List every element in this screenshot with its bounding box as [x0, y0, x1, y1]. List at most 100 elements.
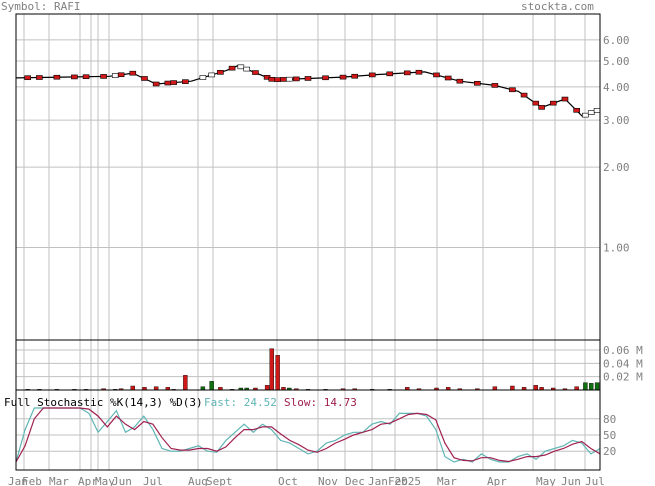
price-candle-32	[386, 71, 394, 77]
price-candle-5	[100, 74, 107, 79]
price-tick-label-5: 1.00	[603, 241, 630, 254]
symbol-label: Symbol: RAFI	[1, 0, 81, 13]
price-candle-17	[228, 65, 236, 71]
price-panel-frame	[15, 13, 601, 341]
price-candle-26	[293, 76, 300, 82]
price-candle-0	[24, 75, 31, 81]
price-candle-40	[509, 87, 516, 93]
price-candle-39	[491, 83, 499, 88]
price-candle-4	[82, 74, 90, 80]
price-candle-44	[549, 100, 557, 106]
price-candle-47	[582, 112, 589, 118]
x-tick-label-12: Jan 2025	[368, 475, 421, 486]
price-candle-49	[593, 108, 601, 113]
price-candle-29	[339, 74, 347, 80]
stochastic-lines	[15, 407, 601, 463]
price-candle-25	[286, 76, 293, 82]
x-tick-label-1: Feb	[22, 475, 42, 486]
volume-bar-8	[130, 385, 136, 391]
stoch-fast-label: Fast: 24.52	[204, 396, 277, 409]
x-tick-label-13: Feb	[388, 475, 408, 486]
price-candle-15	[208, 72, 215, 78]
volume-bar-21	[264, 385, 270, 391]
price-candle-27	[304, 76, 312, 81]
axis-labels: 6.00 5.00 4.00 3.00 2.00 1.00 0.06 M0.04 M0.02…	[4, 34, 643, 486]
volume-panel-frame	[15, 339, 601, 391]
price-tick-label-1: 5.00	[603, 55, 630, 68]
price-candle-22	[268, 77, 276, 82]
price-candle-45	[561, 96, 569, 102]
price-candle-13	[182, 79, 189, 84]
x-tick-label-17: Jun	[561, 475, 581, 486]
volume-bar-48	[589, 383, 594, 391]
stoch-tick-label-2: 20	[603, 445, 616, 458]
stoch-slow-line	[15, 407, 601, 463]
volume-bar-47	[583, 382, 588, 391]
x-tick-label-7: Aug	[188, 475, 208, 486]
stoch-tick-label-0: 80	[603, 413, 616, 426]
stoch-title: Full Stochastic %K(14,3) %D(3)	[4, 396, 203, 409]
price-candle-19	[243, 66, 250, 72]
price-candle-6	[111, 73, 119, 78]
price-candle-14	[199, 75, 207, 80]
price-candle-7	[117, 72, 125, 78]
price-candle-41	[520, 92, 528, 98]
x-tick-label-8: Sept	[206, 475, 233, 486]
price-candle-37	[456, 78, 464, 84]
x-tick-label-16: May	[536, 475, 556, 486]
price-candle-42	[532, 100, 540, 106]
price-candle-23	[274, 77, 281, 82]
price-candle-9	[141, 76, 148, 81]
stoch-fast-line	[15, 407, 601, 463]
x-tick-label-9: Oct	[278, 475, 298, 486]
x-tick-label-4: May	[95, 475, 115, 486]
panel-frames	[15, 13, 601, 471]
price-candle-8	[129, 70, 137, 76]
price-candle-38	[474, 80, 481, 86]
price-candle-46	[573, 108, 580, 113]
price-candle-20	[252, 70, 259, 75]
price-series	[15, 64, 601, 118]
grid	[15, 14, 601, 470]
price-candle-12	[170, 80, 177, 85]
price-candle-10	[152, 81, 160, 87]
stoch-slow-label: Slow: 14.73	[284, 396, 357, 409]
x-tick-label-5: Jun	[112, 475, 132, 486]
stoch-panel-frame	[15, 389, 601, 471]
volume-bar-13	[183, 375, 188, 391]
price-candle-3	[71, 74, 78, 80]
price-candle-28	[322, 75, 329, 81]
price-candle-36	[444, 75, 452, 81]
volume-bars	[25, 348, 600, 391]
price-tick-label-2: 4.00	[603, 81, 630, 94]
volume-bar-42	[533, 385, 538, 391]
price-tick-label-4: 2.00	[603, 161, 630, 174]
site-label: stockta.com	[521, 0, 594, 13]
x-tick-label-2: Mar	[49, 475, 69, 486]
x-tick-label-0: Jan	[8, 475, 28, 486]
price-candle-24	[280, 77, 287, 82]
volume-tick-label-0: 0.06 M	[603, 344, 643, 357]
price-candle-43	[538, 105, 545, 110]
volume-bar-22	[269, 348, 274, 391]
price-candle-35	[433, 72, 440, 78]
volume-bar-15	[209, 381, 214, 391]
stoch-tick-label-1: 50	[603, 429, 616, 442]
price-candle-1	[36, 75, 43, 80]
price-candle-33	[403, 70, 411, 76]
volume-tick-label-1: 0.04 M	[603, 357, 643, 370]
x-tick-label-18: Jul	[585, 475, 605, 486]
x-tick-label-10: Nov	[318, 475, 338, 486]
price-candle-31	[368, 72, 376, 78]
price-candle-16	[217, 70, 224, 75]
price-tick-label-3: 3.00	[603, 114, 630, 127]
volume-bar-40	[510, 385, 515, 391]
price-candle-30	[351, 73, 359, 79]
price-tick-label-0: 6.00	[603, 34, 630, 47]
price-candle-18	[237, 64, 245, 70]
volume-tick-label-2: 0.02 M	[603, 371, 643, 384]
price-candle-48	[587, 110, 595, 115]
price-candle-34	[415, 69, 423, 75]
x-tick-label-14: Mar	[437, 475, 457, 486]
price-candle-2	[53, 74, 61, 80]
